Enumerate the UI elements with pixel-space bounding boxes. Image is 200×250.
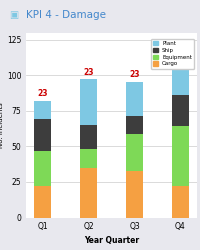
- Text: 23: 23: [129, 70, 139, 80]
- Bar: [171, 70, 188, 95]
- Text: 23: 23: [174, 58, 185, 67]
- Bar: [34, 150, 51, 186]
- Bar: [34, 119, 51, 150]
- Legend: Plant, Ship, Equipment, Cargo: Plant, Ship, Equipment, Cargo: [150, 39, 193, 69]
- Bar: [125, 82, 143, 116]
- Bar: [79, 80, 97, 125]
- Bar: [34, 101, 51, 119]
- Bar: [79, 168, 97, 218]
- Y-axis label: No. Incidents: No. Incidents: [0, 102, 4, 148]
- Bar: [125, 116, 143, 134]
- Text: 23: 23: [83, 68, 93, 76]
- X-axis label: Year Quarter: Year Quarter: [84, 236, 138, 244]
- Bar: [171, 186, 188, 218]
- Bar: [34, 186, 51, 218]
- Bar: [125, 170, 143, 218]
- Bar: [125, 134, 143, 170]
- Bar: [79, 149, 97, 168]
- Text: 23: 23: [37, 89, 48, 98]
- Bar: [171, 126, 188, 186]
- Text: ▣: ▣: [9, 10, 19, 20]
- Bar: [171, 95, 188, 126]
- Text: KPI 4 - Damage: KPI 4 - Damage: [26, 10, 106, 20]
- Bar: [79, 125, 97, 149]
